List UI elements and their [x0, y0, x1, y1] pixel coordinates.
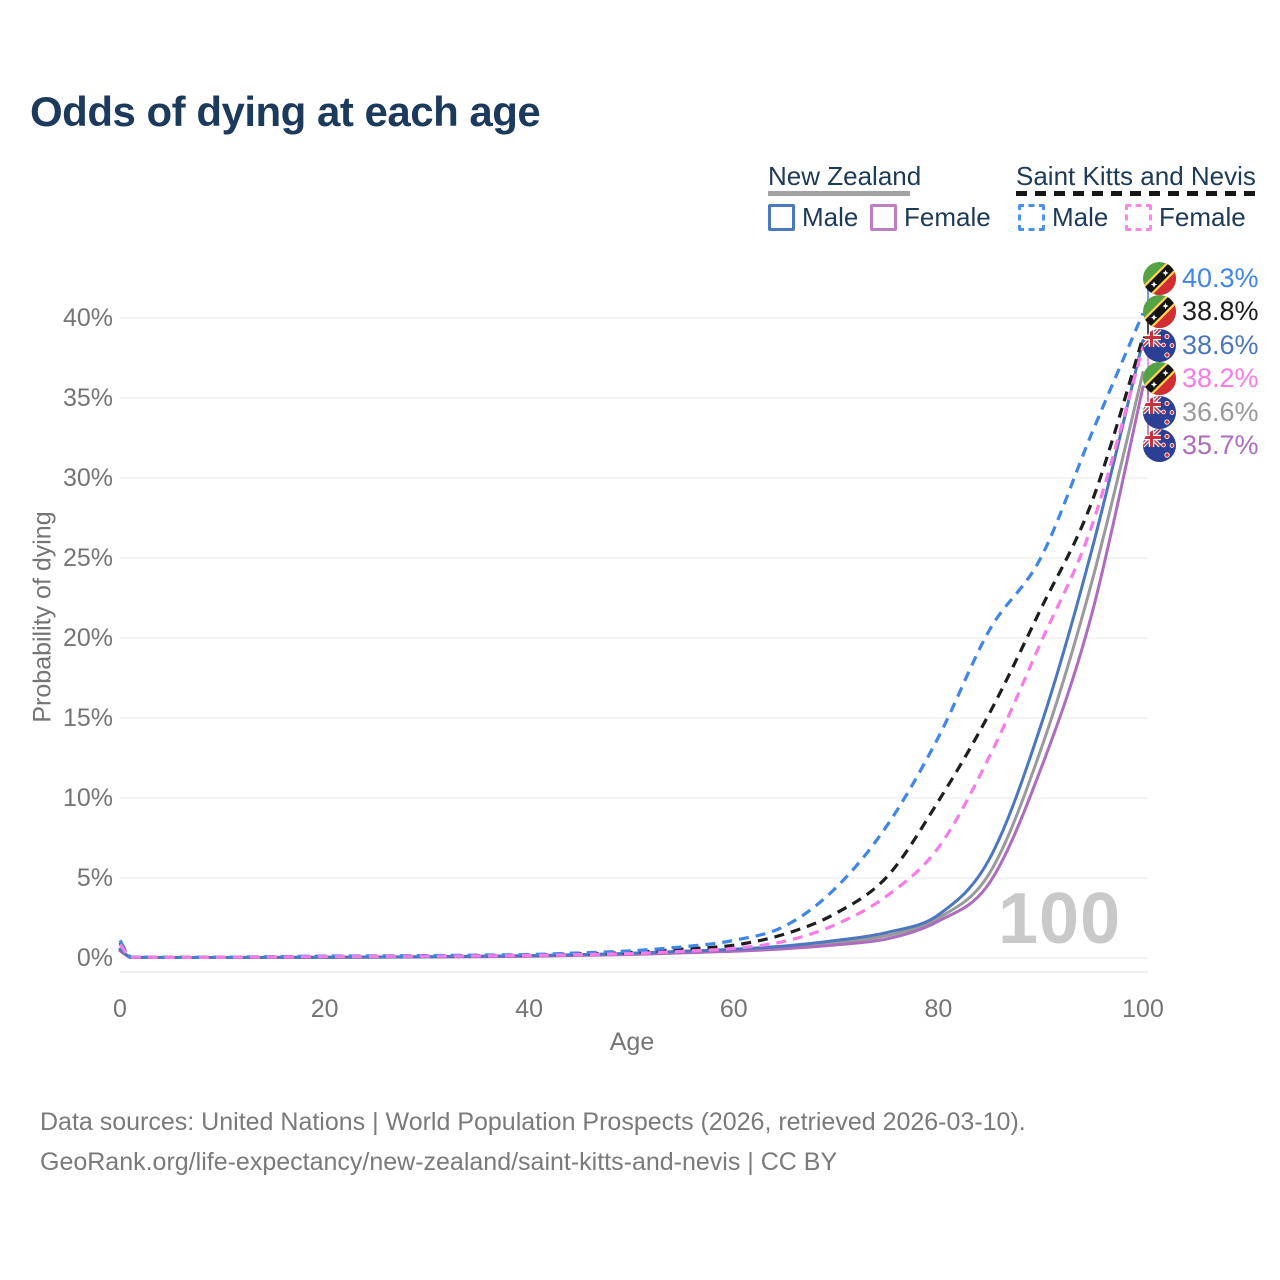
legend-item-label: Female [1159, 202, 1246, 232]
legend-item-label: Female [904, 202, 991, 232]
legend-underline-dashed [1016, 191, 1256, 196]
x-tick-label: 40 [515, 995, 544, 1023]
x-tick-label: 80 [924, 995, 953, 1023]
y-tick-label: 20% [62, 624, 113, 652]
new-zealand-flag-icon [1143, 396, 1176, 429]
age-watermark: 100 [998, 879, 1122, 959]
end-label-value: 38.2% [1182, 363, 1259, 393]
end-label-skn-both: 38.8% [1143, 295, 1259, 328]
skn-male-swatch-icon [1018, 204, 1045, 231]
legend-item-nz-male[interactable]: Male [768, 202, 859, 232]
x-tick-label: 100 [1122, 995, 1164, 1023]
end-label-value: 38.6% [1182, 329, 1259, 360]
series-line-skn-both [118, 336, 1145, 960]
y-tick-label: 25% [62, 544, 113, 572]
footer-data-sources: Data sources: United Nations | World Pop… [40, 1108, 1026, 1136]
end-label-nz-male: 38.6% [1143, 329, 1259, 362]
legend-item-skn-male[interactable]: Male [1018, 202, 1109, 232]
legend-item-label: Male [802, 202, 859, 232]
end-label-value: 35.7% [1182, 430, 1259, 460]
y-tick-label: 15% [62, 704, 113, 732]
saint-kitts-flag-icon [1143, 295, 1176, 328]
y-tick-label: 30% [62, 464, 113, 492]
new-zealand-flag-icon [1143, 429, 1176, 462]
page-title: Odds of dying at each age [30, 88, 541, 135]
end-label-nz-both: 36.6% [1143, 396, 1259, 429]
series-line-nz-both [118, 370, 1145, 959]
end-label-skn-male: 40.3% [1143, 262, 1259, 295]
footer-attribution: GeoRank.org/life-expectancy/new-zealand/… [40, 1148, 838, 1176]
y-tick-label: 10% [62, 784, 113, 812]
end-label-skn-female: 38.2% [1143, 362, 1259, 395]
x-tick-label: 60 [719, 995, 748, 1023]
legend-item-nz-female[interactable]: Female [870, 202, 991, 232]
end-label-value: 38.8% [1182, 296, 1259, 326]
legend-item-skn-female[interactable]: Female [1125, 202, 1246, 232]
y-tick-label: 40% [62, 304, 113, 332]
legend-group-saint-kitts-title: Saint Kitts and Nevis [1016, 161, 1256, 191]
x-tick-label: 20 [310, 995, 339, 1023]
series-line-skn-male [118, 312, 1145, 959]
nz-male-swatch-icon [768, 204, 795, 231]
legend-underline-solid [768, 191, 910, 196]
series-line-nz-male [118, 338, 1145, 959]
skn-female-swatch-icon [1125, 204, 1152, 231]
nz-female-swatch-icon [870, 204, 897, 231]
series-line-nz-female [118, 385, 1145, 959]
y-tick-label: 5% [76, 864, 113, 892]
y-tick-label: 0% [76, 944, 113, 972]
saint-kitts-flag-icon [1143, 262, 1176, 295]
x-axis-label: Age [609, 1028, 655, 1056]
legend-item-label: Male [1052, 202, 1109, 232]
legend-group-new-zealand-title: New Zealand [768, 161, 922, 191]
x-tick-label: 0 [113, 995, 127, 1023]
y-tick-label: 35% [62, 384, 113, 412]
saint-kitts-flag-icon [1143, 362, 1176, 395]
end-label-value: 40.3% [1182, 262, 1259, 293]
end-label-nz-female: 35.7% [1143, 429, 1259, 462]
new-zealand-flag-icon [1143, 329, 1176, 362]
end-label-value: 36.6% [1182, 396, 1259, 427]
series-line-skn-female [118, 346, 1145, 960]
